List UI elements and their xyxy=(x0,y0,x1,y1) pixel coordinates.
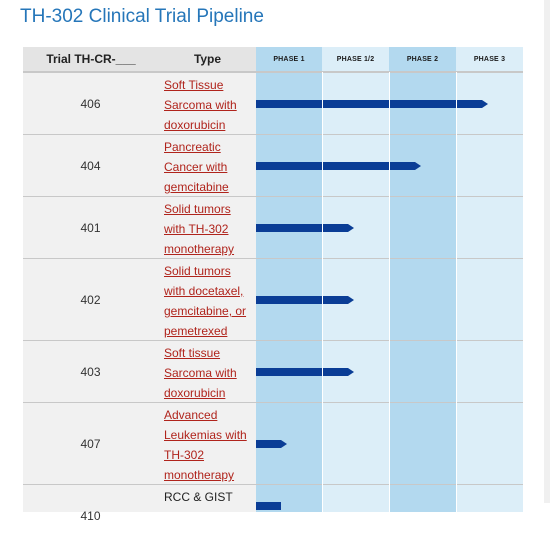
trial-id: 410 xyxy=(80,508,101,523)
trial-row: 406 Soft Tissue Sarcoma with doxorubicin xyxy=(23,72,523,134)
trial-type-link[interactable]: gemcitabine, or xyxy=(164,304,247,318)
trial-type-link[interactable]: Cancer with xyxy=(164,160,228,174)
trial-type-link[interactable]: Advanced xyxy=(164,408,218,422)
progress-bar xyxy=(256,368,349,376)
trial-type: Pancreatic Cancer with gemcitabine xyxy=(159,135,255,196)
trial-id: 401 xyxy=(80,220,101,235)
trial-type: RCC & GIST xyxy=(159,485,255,546)
trial-id: 403 xyxy=(80,364,101,379)
trial-type-link[interactable]: with docetaxel, xyxy=(164,284,244,298)
trial-id: 407 xyxy=(80,436,101,451)
trial-row: 407 Advanced Leukemias with TH-302 monothera… xyxy=(23,402,523,484)
header-trial: Trial TH-CR-___ xyxy=(23,47,159,72)
trial-type-text: RCC & GIST xyxy=(164,490,233,504)
trial-type-link[interactable]: Solid tumors xyxy=(164,202,231,216)
trial-type: Soft Tissue Sarcoma with doxorubicin xyxy=(159,73,255,134)
trial-type-link[interactable]: Soft tissue xyxy=(164,346,221,360)
trial-id: 404 xyxy=(80,158,101,173)
trial-type: Solid tumors with docetaxel, gemcitabine, … xyxy=(159,259,255,340)
trial-type: Solid tumors with TH-302 monotherapy xyxy=(159,197,255,258)
trial-type-link[interactable]: gemcitabine xyxy=(164,180,229,194)
progress-bar xyxy=(256,296,349,304)
progress-bar xyxy=(256,162,415,170)
trial-column-background xyxy=(23,72,256,512)
phase-2-column xyxy=(389,72,456,512)
progress-bar xyxy=(256,100,482,108)
trial-type-link[interactable]: monotherapy xyxy=(164,242,235,256)
trial-type: Soft tissue Sarcoma with doxorubicin xyxy=(159,341,255,402)
progress-arrow-icon xyxy=(348,224,355,232)
progress-arrow-icon xyxy=(414,162,421,170)
progress-arrow-icon xyxy=(348,296,355,304)
trial-row: 402 Solid tumors with docetaxel, gemcitabin… xyxy=(23,258,523,340)
header-phase-1-2: PHASE 1/2 xyxy=(322,47,389,72)
trial-type-link[interactable]: Sarcoma with xyxy=(164,98,237,112)
progress-arrow-icon xyxy=(281,440,288,448)
trial-type: Advanced Leukemias with TH-302 monotherapy xyxy=(159,403,255,484)
progress-arrow-icon xyxy=(348,368,355,376)
trial-row: 404 Pancreatic Cancer with gemcitabine xyxy=(23,134,523,196)
phase-1-2-column xyxy=(322,72,389,512)
trial-row: 410 RCC & GIST xyxy=(23,484,523,546)
progress-arrow-icon xyxy=(481,100,488,108)
trial-type-link[interactable]: monotherapy xyxy=(164,468,235,482)
trial-type-link[interactable]: with TH-302 xyxy=(164,222,229,236)
trial-type-link[interactable]: Pancreatic xyxy=(164,140,221,154)
phase-1-column xyxy=(256,72,322,512)
progress-bar xyxy=(256,502,282,510)
header-phase-2: PHASE 2 xyxy=(389,47,456,72)
trial-type-link[interactable]: doxorubicin xyxy=(164,386,226,400)
phase-divider xyxy=(456,72,457,512)
trial-type-link[interactable]: Leukemias with xyxy=(164,428,247,442)
header-type: Type xyxy=(159,47,256,72)
trial-type-link[interactable]: pemetrexed xyxy=(164,324,228,338)
trial-row: 401 Solid tumors with TH-302 monotherapy xyxy=(23,196,523,258)
trial-type-link[interactable]: Soft Tissue xyxy=(164,78,224,92)
trial-type-link[interactable]: doxorubicin xyxy=(164,118,226,132)
phase-3-column xyxy=(456,72,523,512)
page-title: TH-302 Clinical Trial Pipeline xyxy=(20,6,264,27)
trial-type-link[interactable]: Sarcoma with xyxy=(164,366,237,380)
phase-divider xyxy=(322,72,323,512)
trial-id: 406 xyxy=(80,96,101,111)
header-phase-1: PHASE 1 xyxy=(256,47,322,72)
header-phase-3: PHASE 3 xyxy=(456,47,523,72)
trial-id: 402 xyxy=(80,292,101,307)
trial-type-link[interactable]: Solid tumors xyxy=(164,264,231,278)
trial-type-link[interactable]: TH-302 xyxy=(164,448,205,462)
phase-divider xyxy=(389,72,390,512)
scrollbar[interactable] xyxy=(544,0,550,503)
trial-row: 403 Soft tissue Sarcoma with doxorubicin xyxy=(23,340,523,402)
progress-bar xyxy=(256,440,282,448)
progress-bar xyxy=(256,224,349,232)
